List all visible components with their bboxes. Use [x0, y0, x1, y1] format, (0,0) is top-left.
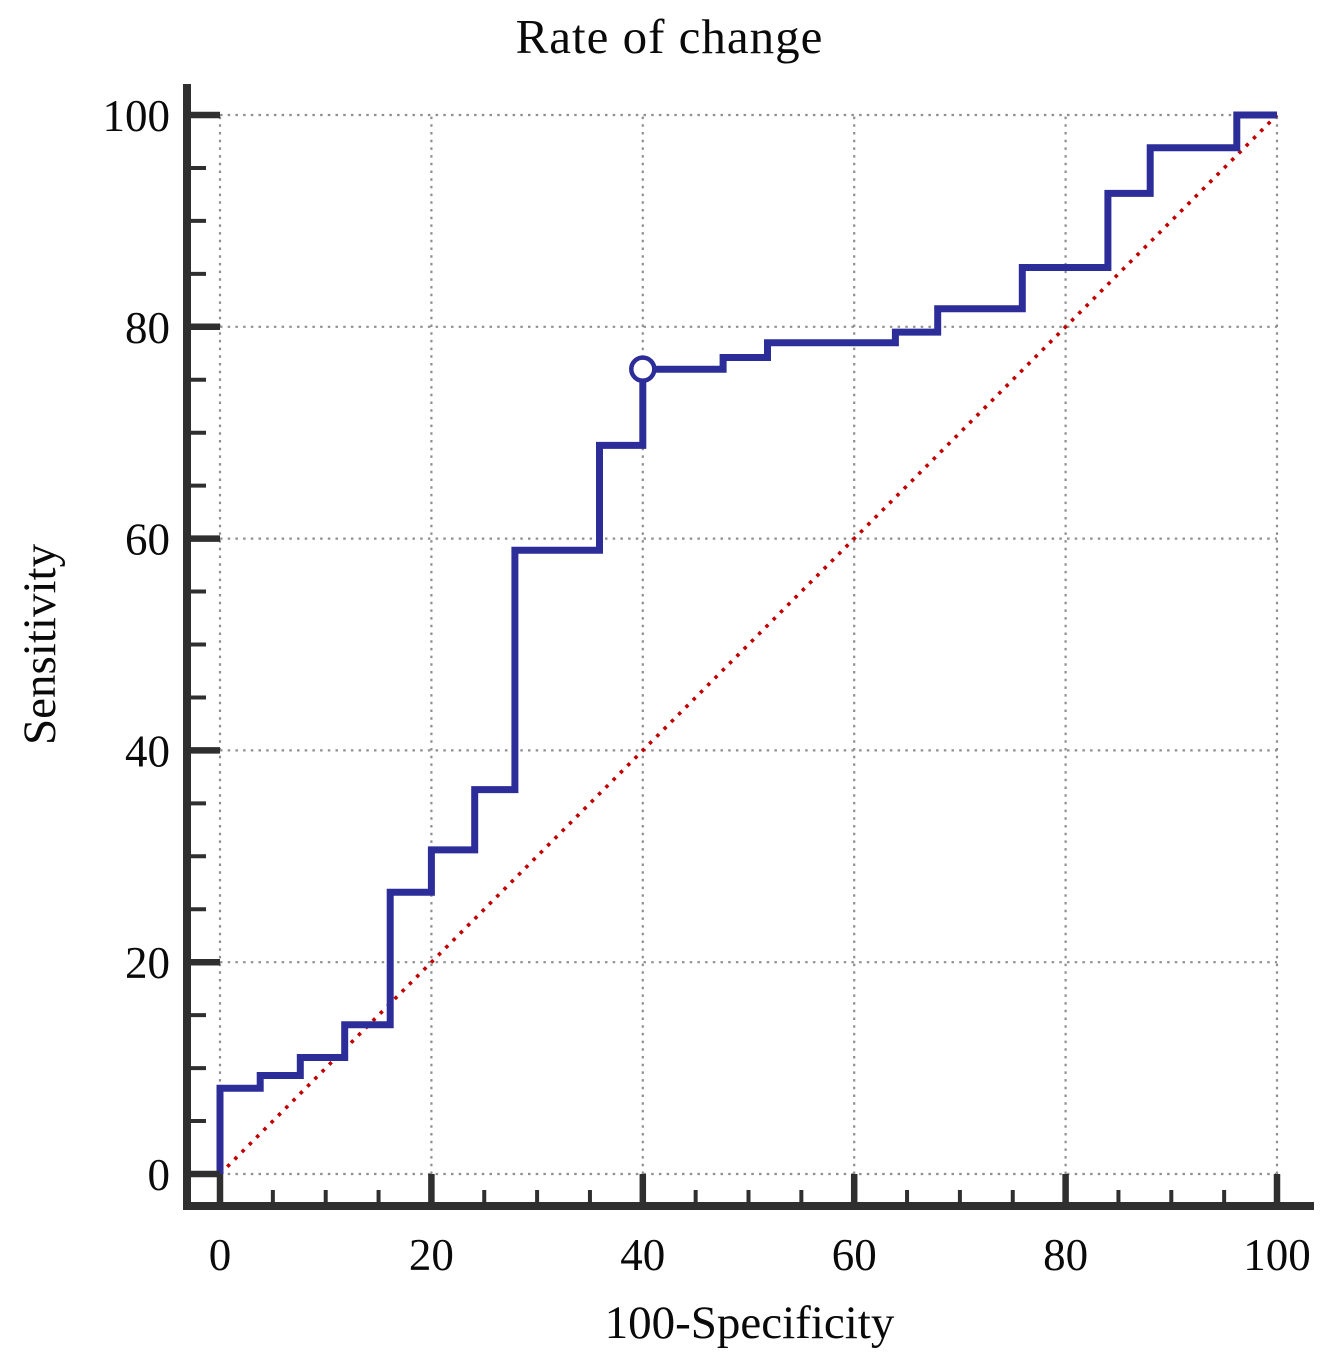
tick-labels: 0 20 40 60 80 100 0 20 40 60 80 100 — [103, 91, 1311, 1280]
y-tick-label: 0 — [148, 1150, 171, 1200]
operating-point-marker — [629, 355, 657, 383]
x-tick-label: 40 — [620, 1230, 665, 1280]
reference-diagonal-line — [218, 113, 1279, 1176]
x-tick-label: 100 — [1243, 1230, 1311, 1280]
y-tick-label: 40 — [125, 726, 170, 776]
chart-title: Rate of change — [515, 9, 824, 64]
roc-curve — [216, 111, 1277, 1174]
x-tick-label: 80 — [1043, 1230, 1088, 1280]
x-tick-label: 0 — [209, 1230, 232, 1280]
diagonal-line — [218, 113, 1279, 1176]
x-axis-title: 100-Specificity — [604, 1297, 895, 1349]
x-tick-label: 20 — [409, 1230, 454, 1280]
y-tick-label: 60 — [125, 515, 170, 565]
x-tick-label: 60 — [832, 1230, 877, 1280]
y-tick-label: 80 — [125, 303, 170, 353]
operating-point-circle — [629, 355, 657, 383]
tick-marks — [187, 111, 1281, 1206]
y-tick-label: 20 — [125, 938, 170, 988]
y-tick-label: 100 — [103, 91, 171, 141]
roc-curve-line — [216, 111, 1277, 1174]
